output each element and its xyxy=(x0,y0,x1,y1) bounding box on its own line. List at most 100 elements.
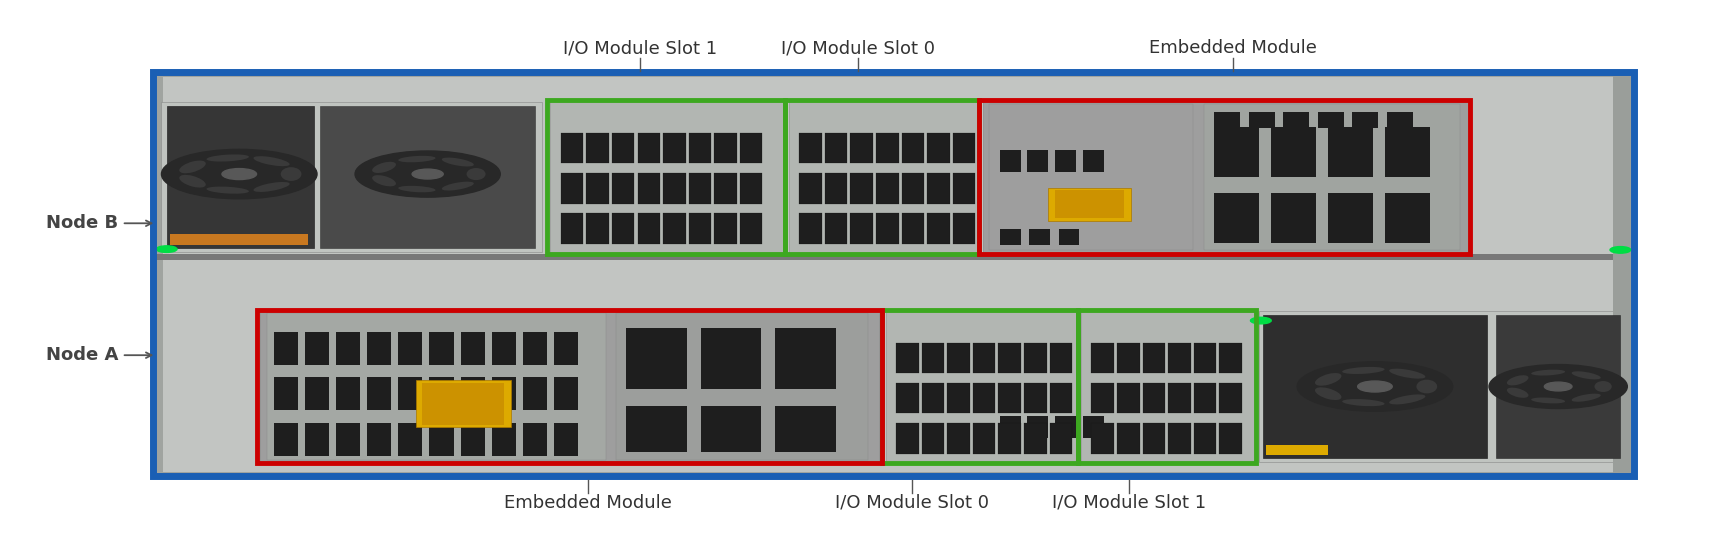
Bar xyxy=(1329,193,1374,242)
Bar xyxy=(1050,343,1073,374)
Bar xyxy=(460,332,484,365)
Bar xyxy=(266,313,606,460)
Bar xyxy=(273,377,298,410)
Bar xyxy=(901,173,924,203)
Bar xyxy=(638,173,659,203)
Bar xyxy=(1028,415,1048,437)
Bar xyxy=(304,423,329,456)
Bar xyxy=(972,423,995,453)
Bar xyxy=(152,72,163,476)
Bar xyxy=(550,101,785,253)
Bar xyxy=(972,343,995,374)
Bar xyxy=(1220,423,1242,453)
Bar xyxy=(273,423,298,456)
Text: I/O Module Slot 0: I/O Module Slot 0 xyxy=(834,494,988,512)
Bar xyxy=(561,173,583,203)
Bar xyxy=(740,133,763,164)
Bar xyxy=(304,332,329,365)
Ellipse shape xyxy=(372,162,396,173)
Bar xyxy=(775,406,836,452)
Bar xyxy=(927,213,950,244)
Bar xyxy=(1092,343,1114,374)
Bar xyxy=(922,423,945,453)
Bar xyxy=(1220,383,1242,413)
Bar xyxy=(398,423,422,456)
Bar xyxy=(1249,112,1275,128)
Bar xyxy=(367,423,391,456)
Bar xyxy=(1048,187,1131,220)
Bar xyxy=(626,328,687,344)
Ellipse shape xyxy=(280,167,301,181)
Bar xyxy=(1168,423,1190,453)
Bar xyxy=(851,173,874,203)
Bar xyxy=(152,72,1635,476)
Ellipse shape xyxy=(1531,397,1566,403)
Bar xyxy=(152,72,1635,77)
Bar xyxy=(953,213,976,244)
Bar xyxy=(740,213,763,244)
Bar xyxy=(1496,315,1621,458)
Bar xyxy=(336,332,360,365)
Bar xyxy=(990,104,1194,250)
Bar xyxy=(972,383,995,413)
Bar xyxy=(612,213,635,244)
Bar xyxy=(166,106,313,248)
Bar xyxy=(948,343,971,374)
Circle shape xyxy=(1490,365,1628,408)
Ellipse shape xyxy=(398,186,436,192)
Bar xyxy=(1614,74,1631,474)
Bar xyxy=(663,173,685,203)
Ellipse shape xyxy=(206,187,249,194)
Bar xyxy=(1266,445,1329,455)
Bar xyxy=(896,343,919,374)
Bar xyxy=(1000,229,1021,245)
Bar xyxy=(522,332,547,365)
Bar xyxy=(1214,127,1259,176)
Bar xyxy=(429,377,453,410)
Ellipse shape xyxy=(1571,393,1600,402)
Bar xyxy=(740,173,763,203)
Bar xyxy=(901,213,924,244)
Bar xyxy=(701,343,761,389)
Ellipse shape xyxy=(441,158,474,166)
Text: Embedded Module: Embedded Module xyxy=(1149,39,1317,57)
Circle shape xyxy=(1358,381,1393,392)
Bar xyxy=(1055,415,1076,437)
Bar xyxy=(398,377,422,410)
Bar xyxy=(1059,229,1080,245)
Bar xyxy=(1055,150,1076,172)
Bar xyxy=(689,173,711,203)
Bar xyxy=(714,173,737,203)
Ellipse shape xyxy=(372,175,396,186)
Bar xyxy=(1000,150,1021,172)
Bar xyxy=(1050,423,1073,453)
Ellipse shape xyxy=(1315,373,1341,386)
Circle shape xyxy=(221,169,256,180)
Bar xyxy=(927,133,950,164)
Bar xyxy=(367,377,391,410)
Bar xyxy=(273,332,298,365)
Bar xyxy=(998,423,1021,453)
Bar xyxy=(922,343,945,374)
Bar xyxy=(799,173,822,203)
Bar xyxy=(626,343,687,389)
Bar xyxy=(875,133,898,164)
Ellipse shape xyxy=(1315,387,1341,400)
Bar xyxy=(554,332,578,365)
Bar xyxy=(1214,112,1240,128)
Bar xyxy=(799,213,822,244)
Circle shape xyxy=(1298,362,1453,411)
Circle shape xyxy=(161,149,317,199)
Bar xyxy=(1142,343,1164,374)
Bar xyxy=(1220,343,1242,374)
Circle shape xyxy=(355,151,500,197)
Bar xyxy=(638,213,659,244)
Bar xyxy=(1142,423,1164,453)
Ellipse shape xyxy=(441,182,474,191)
Circle shape xyxy=(156,246,176,252)
Bar xyxy=(415,381,510,427)
Bar xyxy=(491,332,516,365)
Text: I/O Module Slot 1: I/O Module Slot 1 xyxy=(564,39,718,57)
Bar xyxy=(1194,423,1216,453)
Circle shape xyxy=(1545,382,1573,391)
